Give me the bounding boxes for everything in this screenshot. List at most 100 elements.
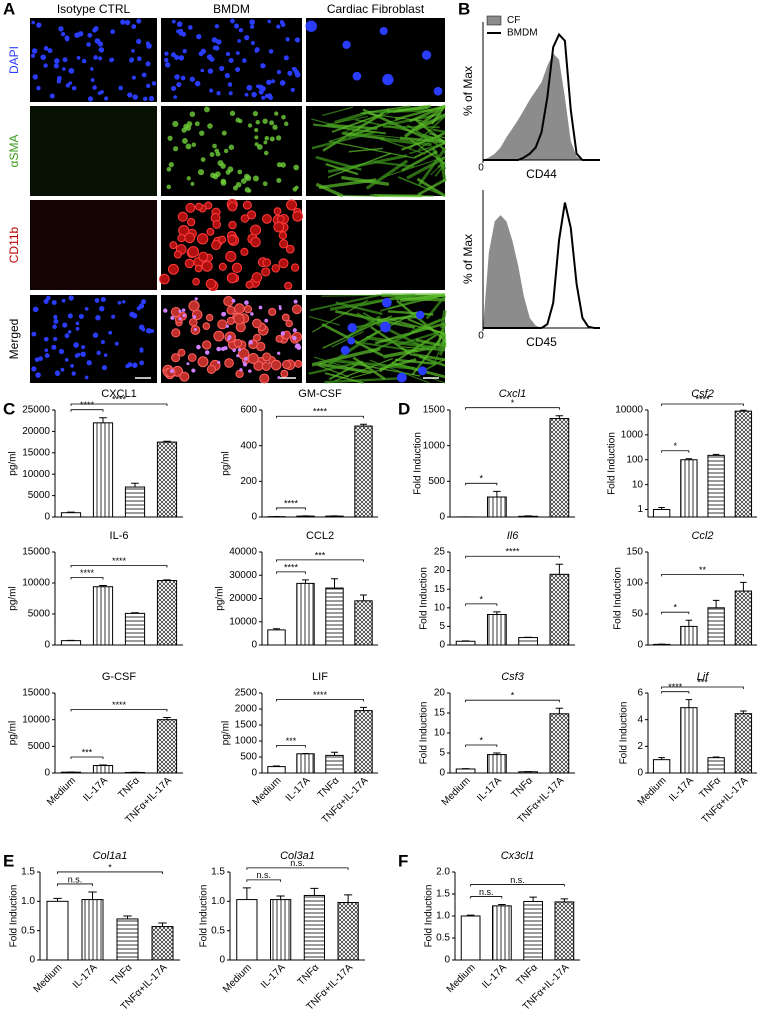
- cell: [276, 24, 281, 29]
- cell: [86, 360, 92, 366]
- cell: [251, 272, 263, 283]
- cell: [237, 348, 250, 360]
- cell: [242, 200, 252, 210]
- error-bar: [493, 611, 501, 615]
- cell: [68, 295, 74, 301]
- fiber: [329, 293, 416, 311]
- cell: [184, 258, 195, 269]
- cell: [186, 217, 196, 227]
- error-bar: [685, 619, 693, 627]
- cell: [53, 319, 59, 324]
- cell: [179, 371, 190, 382]
- cell: [171, 328, 181, 338]
- significance-label: *: [479, 474, 483, 484]
- cell: [227, 201, 238, 212]
- error-bar: [331, 578, 338, 589]
- cell: [164, 62, 171, 68]
- cell: [250, 40, 256, 46]
- significance-bracket: [661, 686, 744, 689]
- cell: [215, 171, 221, 177]
- y-tick-label: 100: [626, 454, 643, 465]
- significance-label: *: [673, 603, 677, 613]
- cell: [173, 95, 178, 99]
- significance-bracket: [465, 603, 498, 606]
- cell: [177, 348, 186, 357]
- cell: [226, 316, 235, 326]
- x-axis-label: CD45: [526, 335, 557, 349]
- y-tick-label: 30000: [229, 570, 257, 581]
- chart-title: Ccl2: [691, 530, 713, 542]
- cell: [227, 82, 233, 87]
- fiber: [432, 334, 446, 367]
- cell: [151, 81, 157, 86]
- y-tick-label: 0: [44, 640, 50, 651]
- cell: [99, 306, 105, 312]
- fiber: [315, 182, 344, 198]
- error-bar: [360, 594, 367, 601]
- row-label: Merged: [7, 319, 21, 360]
- significance-bracket: [465, 555, 560, 559]
- y-tick-label: 10000: [229, 616, 257, 627]
- cell: [159, 273, 170, 285]
- cell: [67, 313, 73, 319]
- cell: [258, 89, 264, 95]
- y-tick-label: 1.5: [436, 889, 450, 900]
- error-bar: [740, 581, 747, 592]
- fiber: [410, 138, 446, 165]
- significance-label: n.s.: [290, 858, 305, 868]
- cell: [225, 324, 229, 328]
- fiber: [337, 194, 378, 197]
- y-tick-label: 0: [444, 955, 450, 966]
- cell: [271, 79, 276, 84]
- cell: [305, 20, 317, 32]
- cell: [118, 85, 123, 91]
- x-axis-label: CD44: [526, 167, 557, 181]
- fiber: [308, 315, 340, 326]
- cell: [381, 297, 392, 308]
- fiber: [418, 147, 447, 186]
- fiber: [348, 147, 383, 153]
- cell: [273, 221, 285, 233]
- cell: [240, 247, 249, 256]
- bar: [325, 587, 344, 646]
- cell: [56, 79, 62, 84]
- error-bar: [685, 699, 693, 708]
- cell: [292, 67, 298, 72]
- cell: [110, 29, 116, 35]
- cell: [279, 80, 286, 86]
- significance-bracket: [661, 450, 690, 453]
- cell: [178, 309, 182, 313]
- micrograph: [161, 106, 302, 196]
- cell: [209, 152, 215, 158]
- y-tick-label: 0: [219, 955, 225, 966]
- cell: [191, 142, 197, 147]
- cell: [240, 214, 250, 223]
- cell: [235, 51, 240, 55]
- cell: [84, 307, 89, 311]
- error-bar: [88, 891, 97, 900]
- cell: [416, 310, 425, 320]
- cell: [269, 136, 275, 142]
- cell: [242, 58, 247, 63]
- cell: [253, 333, 262, 342]
- cell: [31, 20, 35, 25]
- significance-bracket: [470, 884, 565, 887]
- chart-title: G-CSF: [102, 671, 137, 683]
- fiber: [333, 359, 416, 370]
- cell: [228, 57, 234, 64]
- cell: [252, 175, 259, 182]
- cell: [264, 135, 270, 141]
- bar: [680, 459, 698, 518]
- cell: [264, 93, 270, 99]
- cell: [44, 353, 50, 359]
- cell: [347, 323, 357, 333]
- cell: [132, 362, 138, 368]
- y-tick-label: 10000: [615, 405, 643, 416]
- fiber: [363, 342, 419, 353]
- cell: [120, 19, 126, 25]
- cell: [290, 87, 295, 93]
- bar: [303, 894, 325, 961]
- cell: [285, 319, 293, 328]
- cell: [268, 49, 274, 54]
